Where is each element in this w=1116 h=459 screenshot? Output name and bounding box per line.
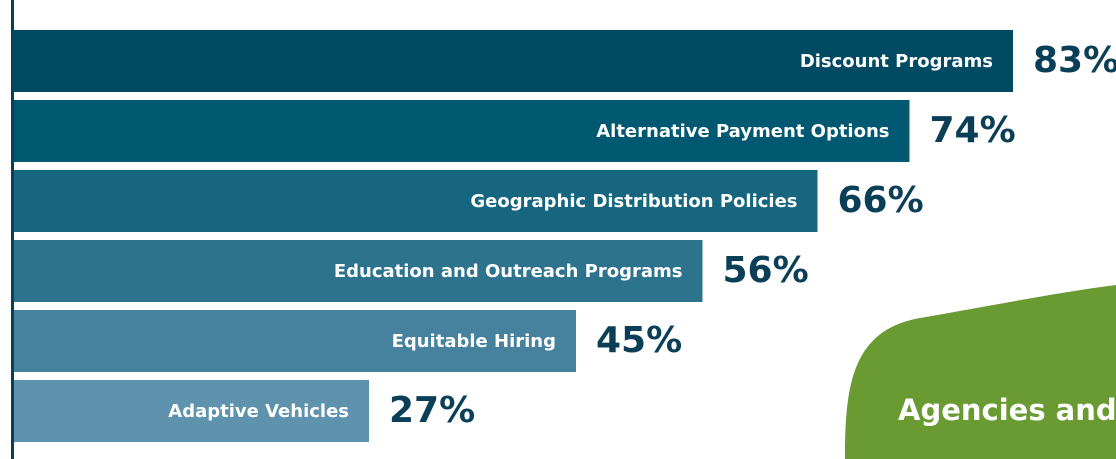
category-label: Equitable Hiring: [392, 331, 556, 352]
bar: [14, 170, 818, 232]
value-label: 45%: [596, 320, 682, 361]
bar: [14, 380, 369, 442]
annotation: Agencies and: [898, 393, 1116, 427]
category-label: Discount Programs: [800, 51, 993, 72]
category-label: Education and Outreach Programs: [334, 261, 683, 282]
value-label: 83%: [1033, 40, 1116, 81]
category-label: Alternative Payment Options: [596, 121, 889, 142]
value-label: 74%: [930, 110, 1016, 151]
bar: [14, 310, 576, 372]
bar: [14, 240, 703, 302]
value-label: 27%: [389, 390, 475, 431]
bar: [14, 100, 910, 162]
category-label: Geographic Distribution Policies: [470, 191, 797, 212]
value-label: 66%: [838, 180, 924, 221]
decor-shape: [845, 285, 1116, 459]
bar: [14, 30, 1013, 92]
category-label: Adaptive Vehicles: [168, 401, 349, 422]
value-label: 56%: [723, 250, 809, 291]
